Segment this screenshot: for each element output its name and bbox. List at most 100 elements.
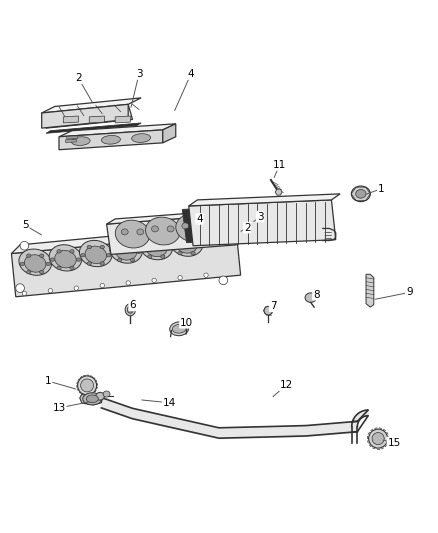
Ellipse shape [171,243,176,247]
Ellipse shape [161,255,165,259]
Ellipse shape [137,229,144,235]
Polygon shape [106,209,240,224]
Ellipse shape [19,249,52,276]
Ellipse shape [111,250,115,254]
Ellipse shape [127,306,134,313]
Text: 1: 1 [378,184,385,193]
Polygon shape [11,223,245,254]
Ellipse shape [148,238,152,242]
Polygon shape [46,123,141,133]
Ellipse shape [141,247,145,250]
Ellipse shape [178,276,182,280]
Ellipse shape [223,232,232,240]
Ellipse shape [57,266,61,270]
Text: 12: 12 [279,381,293,390]
Ellipse shape [191,235,195,238]
Text: 10: 10 [180,318,193,328]
Ellipse shape [27,270,31,274]
Polygon shape [182,206,238,243]
Ellipse shape [178,252,182,255]
Ellipse shape [264,306,272,315]
Text: 3: 3 [257,212,263,222]
Polygon shape [366,274,374,307]
Text: 4: 4 [187,69,194,79]
Polygon shape [59,124,176,137]
Ellipse shape [39,270,44,274]
Ellipse shape [131,259,134,262]
Ellipse shape [101,135,120,144]
Ellipse shape [178,235,182,238]
Ellipse shape [110,237,142,263]
Ellipse shape [115,220,150,248]
Polygon shape [67,136,78,139]
Text: 9: 9 [406,287,413,297]
Ellipse shape [25,255,46,272]
Text: 15: 15 [388,438,401,448]
Text: 14: 14 [162,398,176,408]
Ellipse shape [87,245,92,249]
Text: 11: 11 [273,160,286,170]
Ellipse shape [219,276,228,285]
Ellipse shape [161,238,165,242]
Text: 3: 3 [136,69,142,79]
Polygon shape [189,200,336,246]
Polygon shape [42,104,133,128]
Polygon shape [163,124,176,143]
Ellipse shape [27,254,31,257]
Ellipse shape [170,230,203,256]
Ellipse shape [46,262,50,265]
Ellipse shape [50,258,55,261]
Text: 1: 1 [45,376,52,386]
Ellipse shape [132,134,151,142]
Ellipse shape [152,278,156,282]
Ellipse shape [145,239,167,257]
Ellipse shape [145,217,180,245]
Text: 6: 6 [129,301,136,310]
Polygon shape [66,139,76,142]
Polygon shape [80,393,102,405]
Ellipse shape [137,250,141,254]
Ellipse shape [121,229,128,235]
Ellipse shape [106,254,111,257]
Ellipse shape [78,376,97,395]
Text: 2: 2 [244,223,251,232]
Text: 7: 7 [270,301,276,311]
Ellipse shape [103,391,110,397]
Text: 5: 5 [22,221,28,230]
Ellipse shape [85,246,106,264]
Ellipse shape [49,245,82,271]
Ellipse shape [83,393,102,405]
Ellipse shape [20,241,29,250]
Polygon shape [59,130,163,150]
Ellipse shape [351,186,371,201]
Ellipse shape [86,395,99,403]
Ellipse shape [81,254,85,257]
Ellipse shape [16,284,25,293]
Polygon shape [352,410,368,426]
Ellipse shape [198,223,204,229]
Polygon shape [11,232,240,297]
Ellipse shape [117,242,122,245]
Ellipse shape [152,226,159,232]
Ellipse shape [100,262,104,265]
Ellipse shape [126,281,131,285]
Ellipse shape [356,190,366,198]
Text: 2: 2 [75,74,82,83]
Ellipse shape [198,243,202,247]
Polygon shape [115,116,131,123]
Text: 8: 8 [313,289,320,300]
Ellipse shape [140,233,173,260]
Ellipse shape [372,433,384,445]
Ellipse shape [79,240,112,266]
Polygon shape [106,215,236,254]
Ellipse shape [70,266,74,270]
Ellipse shape [22,291,27,295]
Ellipse shape [76,258,81,261]
Ellipse shape [87,262,92,265]
Ellipse shape [100,245,104,249]
Polygon shape [275,189,282,195]
Polygon shape [189,194,340,206]
Ellipse shape [117,259,122,262]
Ellipse shape [182,223,189,229]
Ellipse shape [167,226,174,232]
